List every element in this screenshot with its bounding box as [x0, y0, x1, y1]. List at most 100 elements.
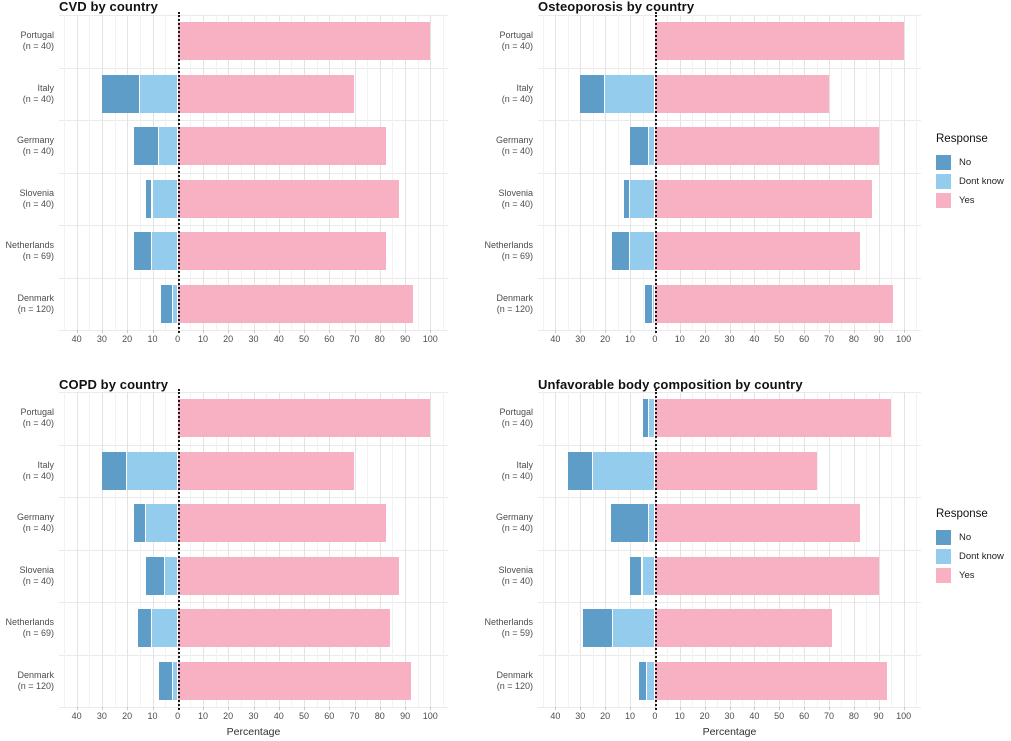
sample-size-label: (n = 40)	[22, 470, 54, 481]
legend-swatch-yes	[936, 193, 951, 208]
country-name: Netherlands	[5, 240, 54, 251]
bar-segment-no	[146, 179, 152, 218]
x-tick-label: 10	[674, 334, 685, 344]
category-label: Portugal (n = 40)	[460, 15, 538, 68]
category-label: Portugal (n = 40)	[0, 15, 59, 68]
x-gridline-major	[379, 392, 381, 707]
bar-segment-dontknow	[152, 609, 177, 648]
x-gridline-major	[379, 15, 381, 330]
x-gridline-major	[903, 392, 905, 707]
x-gridline-major	[253, 15, 255, 330]
x-tick-label: 40	[749, 711, 760, 721]
country-name: Germany	[495, 512, 533, 523]
x-gridline-major	[878, 392, 880, 707]
x-tick-mark	[729, 330, 731, 333]
bar-segment-dontknow	[630, 179, 654, 218]
sample-size-label: (n = 40)	[22, 418, 54, 429]
x-tick-mark	[228, 330, 230, 333]
x-axis: 40 30 20 10 0 10 20 30 40 50 60 70 80 90 100	[59, 707, 448, 724]
x-gridline-major	[127, 15, 129, 330]
x-gridline-minor	[89, 392, 91, 707]
x-tick-mark	[903, 330, 905, 333]
x-tick-label: 0	[175, 711, 181, 721]
bar-segment-yes	[654, 127, 879, 166]
x-tick-mark	[580, 330, 582, 333]
legend-title: Response	[936, 508, 988, 520]
category-label: Netherlands (n = 69)	[0, 602, 59, 655]
country-name: Slovenia	[498, 564, 533, 575]
legend-items: No Dont know Yes	[936, 153, 1011, 210]
panel-unfavorable-body-composition: Unfavorable body composition by country …	[460, 370, 921, 738]
panel-body: Portugal (n = 40) Italy (n = 40) Germany (n =…	[460, 12, 921, 333]
x-tick-mark	[878, 707, 880, 710]
x-gridline-major	[804, 15, 806, 330]
x-tick-label: 10	[197, 711, 209, 721]
bar-segment-yes	[654, 232, 861, 271]
country-name: Germany	[16, 512, 54, 523]
x-gridline-minor	[316, 392, 318, 707]
country-name: Netherlands	[484, 617, 533, 628]
panel-body: Portugal (n = 40) Italy (n = 40) Germany (n =…	[0, 389, 448, 710]
x-gridline-minor	[64, 392, 66, 707]
panel-osteoporosis: Osteoporosis by country Portugal (n = 40)…	[460, 0, 921, 347]
x-tick-label: 100	[422, 334, 438, 344]
x-gridline-minor	[592, 392, 594, 707]
sample-size-label: (n = 40)	[501, 198, 533, 209]
x-gridline-minor	[240, 392, 242, 707]
x-gridline-major	[354, 15, 356, 330]
sample-size-label: (n = 40)	[22, 523, 54, 534]
x-tick-label: 60	[799, 334, 810, 344]
category-label: Netherlands (n = 59)	[460, 602, 538, 655]
x-gridline-minor	[64, 15, 66, 330]
bar-segment-yes	[177, 74, 355, 113]
country-name: Slovenia	[498, 187, 533, 198]
panel-body: Portugal (n = 40) Italy (n = 40) Germany (n =…	[460, 389, 921, 710]
x-gridline-minor	[215, 392, 217, 707]
x-tick-mark	[829, 707, 830, 710]
x-gridline-major	[903, 15, 905, 330]
bar-segment-yes	[177, 504, 387, 543]
bar-segment-no	[583, 609, 612, 648]
bar-segment-no	[567, 451, 592, 490]
bar-segment-no	[611, 232, 629, 271]
x-gridline-minor	[266, 15, 268, 330]
bar-segment-no	[158, 661, 173, 700]
x-tick-mark	[754, 330, 756, 333]
x-gridline-minor	[442, 15, 444, 330]
category-label: Germany (n = 40)	[0, 120, 59, 173]
x-gridline-major	[704, 392, 706, 707]
x-tick-mark	[76, 707, 78, 710]
country-name: Denmark	[17, 292, 54, 303]
panel-body: Portugal (n = 40) Italy (n = 40) Germany (n =…	[0, 12, 448, 333]
legend-label: Yes	[959, 570, 975, 581]
legend-item-no: No	[936, 153, 1011, 172]
legend-response-top: Response No Dont know Yes	[936, 133, 1011, 210]
x-tick-mark	[379, 707, 381, 710]
x-gridline-minor	[442, 392, 444, 707]
bar-segment-yes	[654, 661, 887, 700]
x-gridline-minor	[791, 15, 793, 330]
x-gridline-minor	[240, 15, 242, 330]
zero-baseline	[654, 12, 657, 333]
x-gridline-minor	[567, 392, 569, 707]
sample-size-label: (n = 40)	[501, 93, 533, 104]
x-tick-mark	[329, 330, 331, 333]
x-tick-label: 50	[774, 711, 785, 721]
panel-title: Unfavorable body composition by country	[538, 377, 803, 392]
country-name: Italy	[37, 82, 54, 93]
category-label: Netherlands (n = 69)	[0, 225, 59, 278]
x-gridline-minor	[291, 392, 293, 707]
x-gridline-minor	[114, 392, 116, 707]
country-name: Portugal	[20, 407, 54, 418]
x-tick-label: 10	[624, 334, 636, 344]
bar-segment-dontknow	[646, 661, 654, 700]
x-gridline-minor	[266, 392, 268, 707]
x-tick-mark	[430, 330, 432, 333]
category-label: Germany (n = 40)	[0, 497, 59, 550]
bar-segment-dontknow	[648, 399, 654, 438]
sample-size-label: (n = 40)	[501, 41, 533, 52]
x-gridline-minor	[291, 15, 293, 330]
bar-segment-yes	[177, 556, 399, 595]
x-gridline-major	[101, 392, 103, 707]
